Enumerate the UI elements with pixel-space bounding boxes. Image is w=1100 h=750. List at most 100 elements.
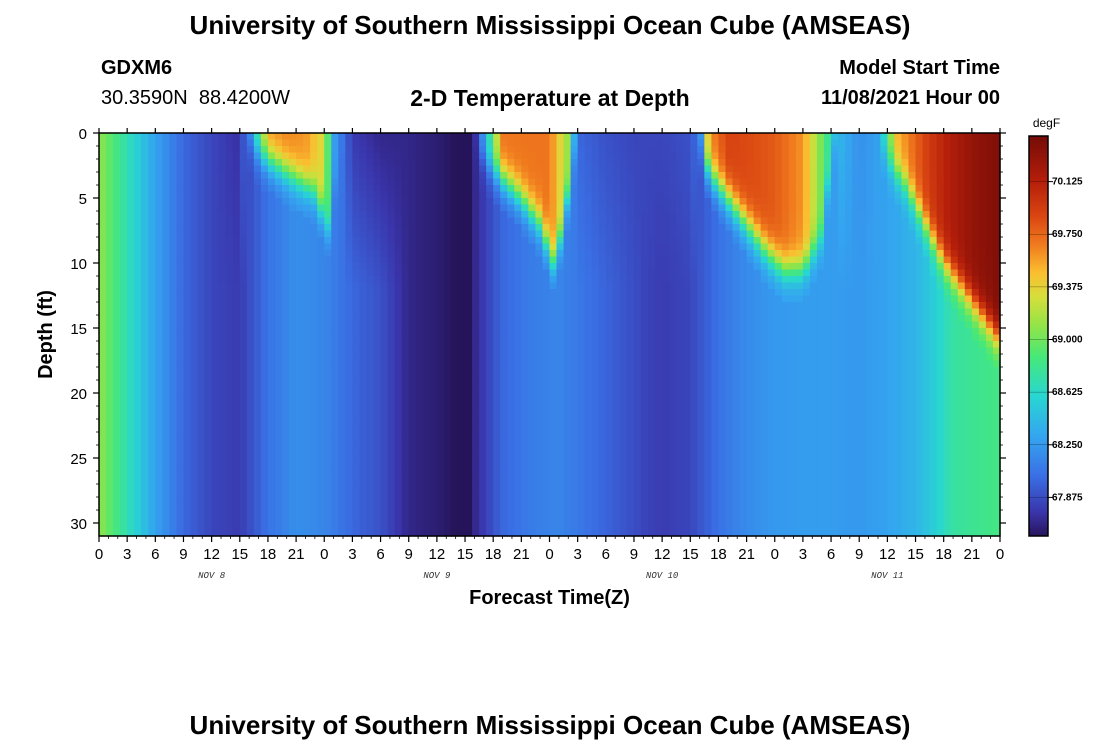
heatmap-cell — [493, 334, 501, 342]
heatmap-cell — [274, 380, 283, 388]
heatmap-cell — [267, 250, 276, 258]
heatmap-cell — [598, 302, 607, 310]
heatmap-cell — [267, 230, 276, 238]
heatmap-cell — [429, 516, 438, 524]
heatmap-cell — [155, 516, 163, 524]
heatmap-cell — [274, 308, 283, 316]
heatmap-cell — [239, 250, 248, 258]
heatmap-cell — [584, 445, 593, 453]
heatmap-cell — [176, 133, 185, 141]
heatmap-cell — [232, 341, 241, 349]
heatmap-cell — [549, 477, 558, 485]
heatmap-cell — [422, 510, 431, 518]
heatmap-cell — [619, 464, 628, 472]
heatmap-cell — [633, 419, 642, 427]
heatmap-cell — [324, 510, 332, 518]
heatmap-cell — [542, 529, 551, 537]
heatmap-cell — [577, 471, 586, 479]
heatmap-cell — [415, 451, 424, 459]
heatmap-cell — [591, 432, 600, 440]
heatmap-cell — [641, 354, 649, 362]
heatmap-cell — [267, 406, 276, 414]
heatmap-cell — [106, 321, 114, 329]
heatmap-cell — [626, 458, 635, 466]
heatmap-cell — [479, 165, 487, 173]
heatmap-cell — [493, 321, 501, 329]
heatmap-cell — [211, 308, 220, 316]
heatmap-cell — [338, 497, 346, 505]
heatmap-cell — [542, 146, 551, 154]
heatmap-cell — [303, 386, 311, 394]
heatmap-cell — [141, 386, 149, 394]
heatmap-cell — [282, 438, 290, 446]
heatmap-cell — [148, 510, 156, 518]
heatmap-cell — [148, 224, 156, 232]
heatmap-cell — [176, 315, 185, 323]
heatmap-cell — [317, 367, 325, 375]
heatmap-cell — [366, 211, 375, 219]
heatmap-cell — [556, 367, 565, 375]
heatmap-cell — [331, 516, 339, 524]
heatmap-cell — [190, 373, 199, 381]
heatmap-cell — [570, 315, 579, 323]
heatmap-cell — [148, 464, 156, 472]
heatmap-cell — [338, 386, 346, 394]
heatmap-cell — [289, 146, 297, 154]
heatmap-cell — [591, 172, 600, 180]
heatmap-cell — [232, 464, 241, 472]
heatmap-cell — [415, 185, 424, 193]
heatmap-cell — [429, 191, 438, 199]
heatmap-cell — [99, 178, 107, 186]
heatmap-cell — [648, 497, 656, 505]
heatmap-cell — [619, 321, 628, 329]
heatmap-cell — [401, 386, 410, 394]
heatmap-cell — [436, 380, 445, 388]
heatmap-cell — [528, 386, 537, 394]
heatmap-cell — [612, 289, 621, 297]
heatmap-cell — [662, 191, 670, 199]
heatmap-cell — [507, 217, 515, 225]
heatmap-cell — [366, 399, 375, 407]
heatmap-cell — [429, 165, 438, 173]
heatmap-cell — [267, 152, 276, 160]
heatmap-cell — [274, 412, 283, 420]
heatmap-cell — [289, 503, 297, 511]
heatmap-cell — [556, 341, 565, 349]
heatmap-cell — [584, 159, 593, 167]
heatmap-cell — [528, 321, 537, 329]
heatmap-cell — [556, 211, 565, 219]
heatmap-cell — [542, 328, 551, 336]
heatmap-cell — [373, 406, 382, 414]
heatmap-cell — [429, 432, 438, 440]
heatmap-cell — [577, 380, 586, 388]
heatmap-cell — [232, 360, 241, 368]
heatmap-cell — [584, 308, 593, 316]
heatmap-cell — [394, 334, 403, 342]
heatmap-cell — [99, 432, 107, 440]
heatmap-cell — [514, 256, 522, 264]
heatmap-cell — [148, 198, 156, 206]
heatmap-cell — [359, 399, 368, 407]
heatmap-cell — [99, 464, 107, 472]
heatmap-cell — [338, 445, 346, 453]
heatmap-cell — [113, 289, 121, 297]
heatmap-cell — [162, 380, 170, 388]
heatmap-cell — [239, 211, 248, 219]
heatmap-cell — [260, 139, 269, 147]
heatmap-cell — [655, 328, 663, 336]
heatmap-cell — [556, 146, 565, 154]
heatmap-cell — [120, 490, 128, 498]
heatmap-cell — [380, 308, 389, 316]
heatmap-cell — [479, 373, 487, 381]
heatmap-cell — [641, 224, 649, 232]
heatmap-cell — [197, 191, 206, 199]
heatmap-cell — [282, 289, 290, 297]
heatmap-cell — [162, 276, 170, 284]
heatmap-cell — [282, 302, 290, 310]
heatmap-cell — [408, 354, 417, 362]
heatmap-cell — [450, 282, 459, 290]
heatmap-cell — [113, 334, 121, 342]
heatmap-cell — [113, 490, 121, 498]
heatmap-cell — [239, 282, 248, 290]
heatmap-cell — [148, 393, 156, 401]
